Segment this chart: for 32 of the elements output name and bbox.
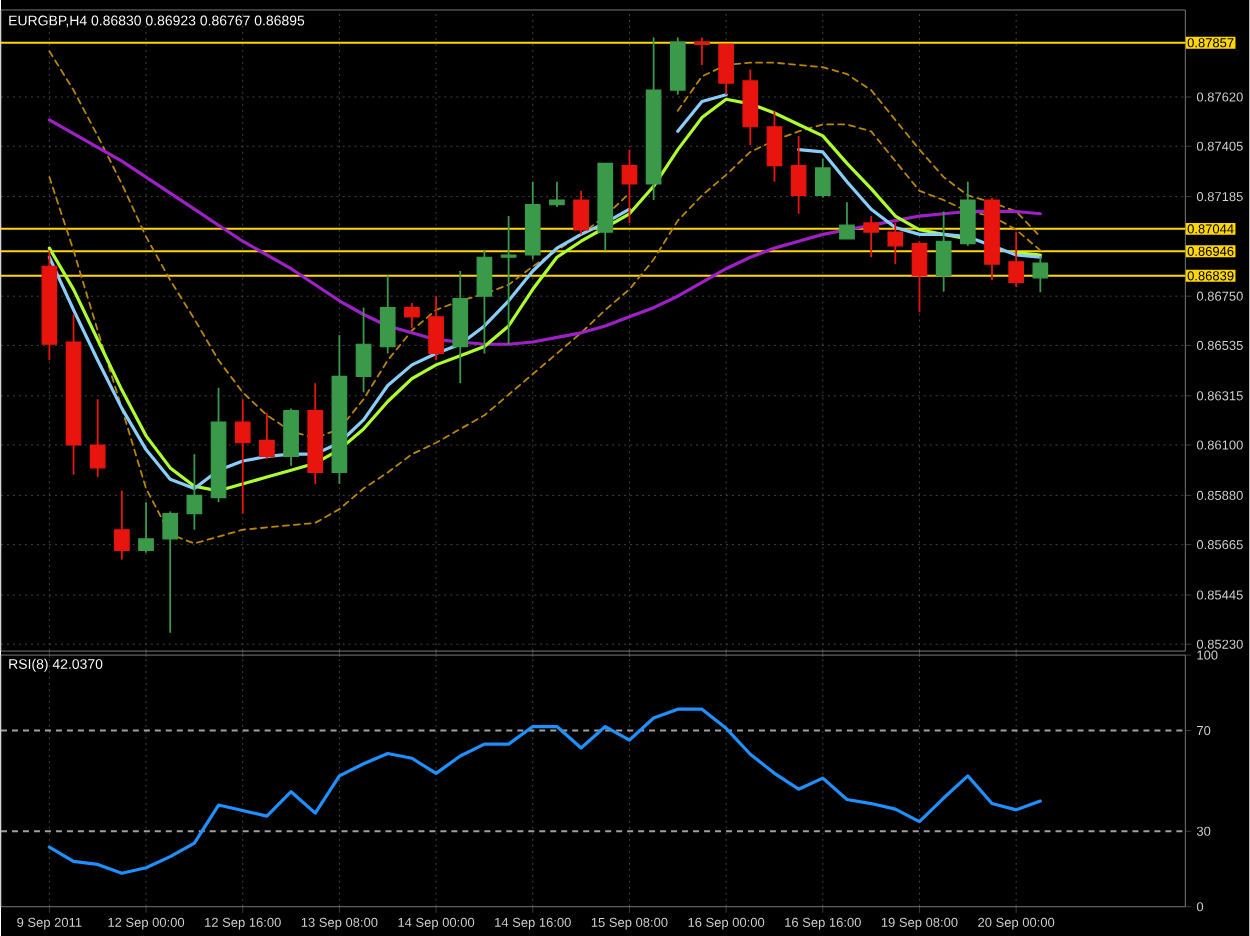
candlestick [259, 411, 275, 460]
candlestick [89, 397, 106, 478]
line-series [48, 123, 1042, 545]
candlestick [839, 201, 855, 240]
candlestick [911, 239, 928, 313]
candlestick [162, 510, 179, 634]
candlestick [718, 43, 734, 96]
candlestick [959, 180, 976, 247]
candlestick [935, 210, 952, 293]
candlestick [138, 501, 154, 554]
candlestick [814, 157, 831, 199]
candlestick [1008, 230, 1025, 288]
candlestick [694, 36, 710, 66]
candlestick [621, 148, 638, 224]
candlestick [863, 214, 879, 258]
candlestick [742, 68, 759, 146]
candlestick [428, 294, 444, 361]
candlestick [500, 214, 517, 345]
candlestick [476, 249, 493, 354]
candlestick [1032, 255, 1049, 293]
candlestick [355, 306, 372, 393]
candlestick [114, 489, 130, 561]
candlestick [549, 180, 565, 208]
candlestick [887, 221, 904, 265]
candlestick [766, 109, 783, 183]
candlestick [186, 452, 203, 531]
candlestick [379, 274, 396, 354]
candlestick [573, 189, 589, 235]
candlestick [283, 407, 299, 467]
candlestick [404, 301, 420, 329]
candlestick [234, 397, 251, 515]
candlestick [790, 134, 807, 215]
